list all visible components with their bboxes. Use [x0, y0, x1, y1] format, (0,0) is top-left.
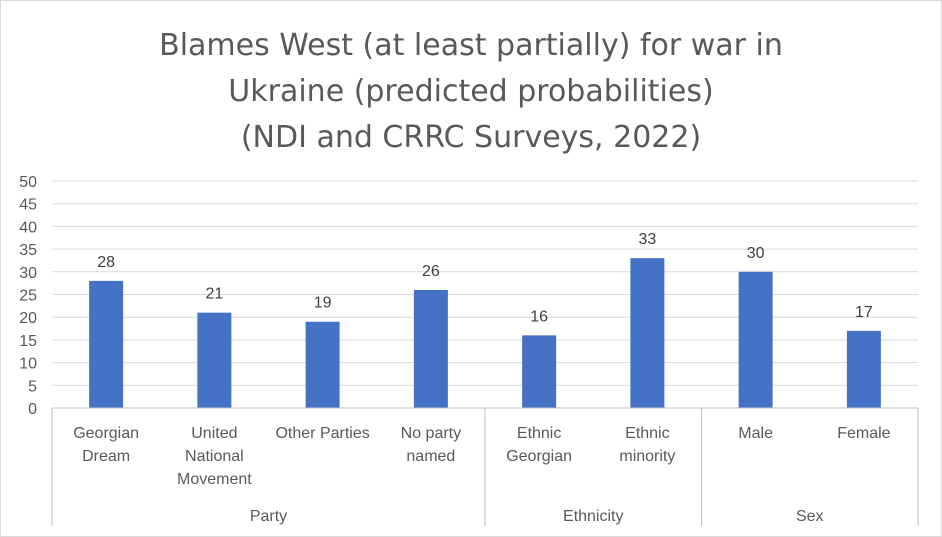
bar [305, 321, 340, 408]
x-category-label: Movement [177, 471, 252, 488]
data-label: 21 [205, 286, 223, 303]
x-group-label: Sex [796, 508, 824, 525]
y-tick-label: 0 [28, 401, 37, 418]
x-category-label: No party [401, 425, 461, 442]
x-category-label: United [191, 425, 237, 442]
x-group-label: Ethnicity [563, 508, 623, 525]
x-category-label: Georgian [73, 425, 139, 442]
y-tick-label: 45 [19, 197, 37, 214]
y-tick-label: 35 [19, 242, 37, 259]
x-category-label: named [406, 448, 455, 465]
x-category-label: Male [738, 425, 773, 442]
y-tick-label: 5 [28, 378, 37, 395]
x-category-label: Ethnic [517, 425, 561, 442]
x-group-label: Party [250, 508, 287, 525]
x-category-label: Other Parties [275, 425, 369, 442]
x-category-label: minority [619, 448, 675, 465]
y-tick-label: 25 [19, 288, 37, 305]
x-category-label: Female [837, 425, 890, 442]
bar [846, 330, 881, 408]
y-tick-label: 40 [19, 219, 37, 236]
bar [413, 289, 448, 408]
bar [89, 280, 124, 408]
chart-title-line-1: Blames West (at least partially) for war… [159, 28, 783, 63]
chart-title-line-2: Ukraine (predicted probabilities) [228, 74, 714, 109]
y-tick-label: 10 [19, 356, 37, 373]
data-label: 30 [747, 245, 765, 262]
y-tick-label: 20 [19, 310, 37, 327]
bar [522, 335, 557, 408]
chart-title: Blames West (at least partially) for war… [61, 23, 881, 161]
data-label: 17 [855, 304, 873, 321]
data-label: 28 [97, 254, 115, 271]
x-category-label: National [185, 448, 244, 465]
chart-title-line-3: (NDI and CRRC Surveys, 2022) [240, 120, 702, 155]
x-category-label: Dream [82, 448, 130, 465]
bar [197, 312, 232, 408]
y-tick-label: 50 [19, 174, 37, 191]
y-tick-label: 30 [19, 265, 37, 282]
bar [630, 258, 665, 408]
bar [738, 271, 773, 408]
data-label: 33 [638, 231, 656, 248]
x-category-label: Ethnic [625, 425, 669, 442]
x-category-label: Georgian [506, 448, 572, 465]
data-label: 26 [422, 263, 440, 280]
data-label: 19 [314, 295, 332, 312]
y-tick-label: 15 [19, 333, 37, 350]
data-label: 16 [530, 308, 548, 325]
